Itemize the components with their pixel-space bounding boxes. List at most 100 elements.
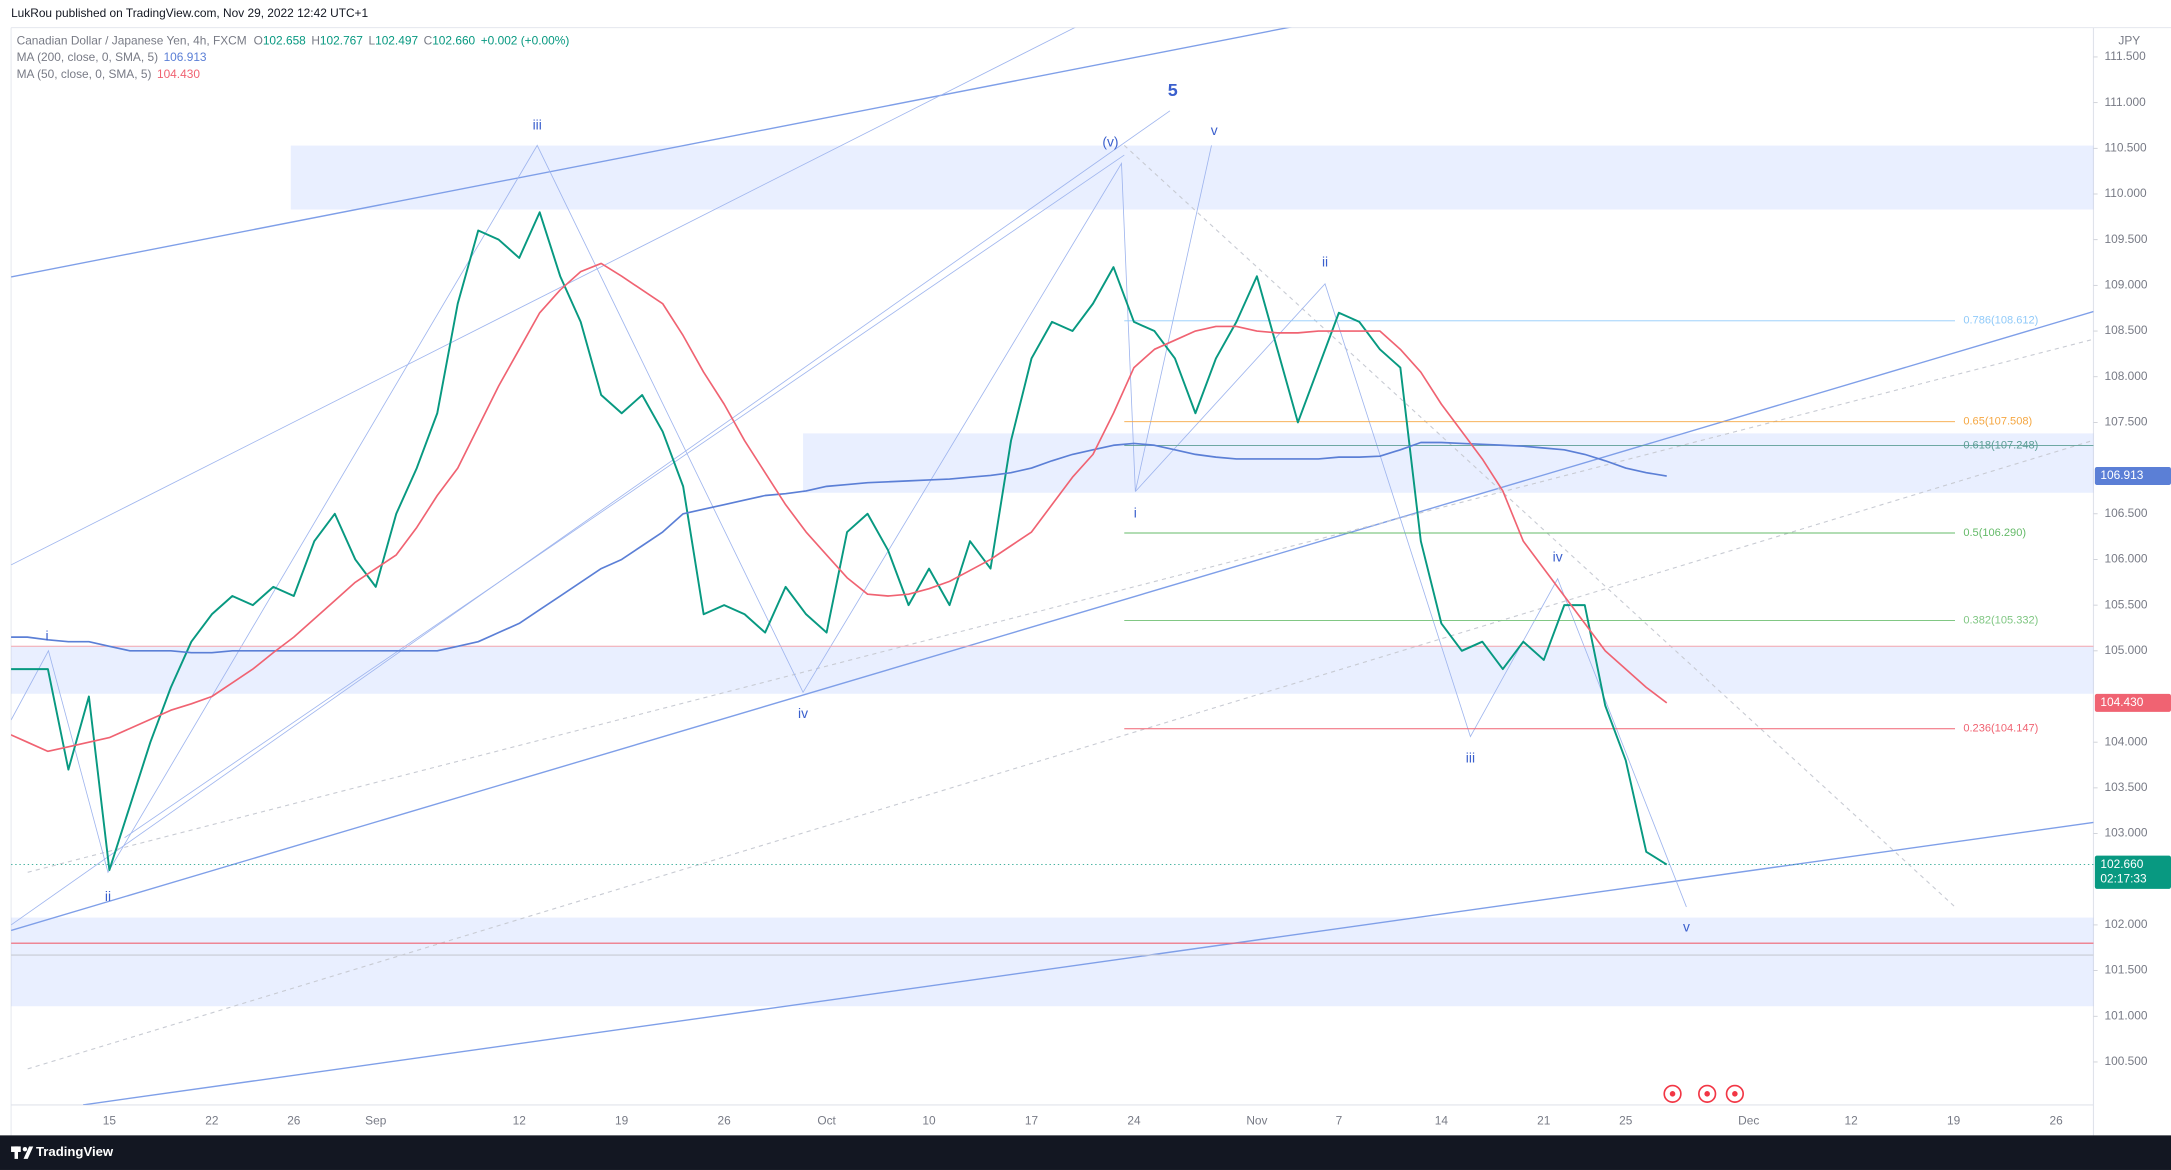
event-icon (1669, 1091, 1676, 1097)
price-tag-label: 104.430 (2100, 695, 2143, 709)
y-tick-label: 108.000 (2105, 369, 2148, 383)
wave-label: iv (1553, 549, 1563, 565)
ma-legend: MA (200, close, 0, SMA, 5) 106.913 (17, 50, 207, 64)
x-tick-label: 10 (922, 1114, 936, 1128)
support-zone (11, 646, 2094, 694)
x-tick-label: 26 (287, 1114, 301, 1128)
brand: TradingView (36, 1144, 114, 1159)
ohlc-key: H (311, 34, 320, 48)
wave-label: ii (1322, 254, 1328, 270)
axes: 100.500 101.000 101.500 102.000 103.000 103.5… (103, 49, 2171, 1128)
y-tick-label: 107.500 (2105, 415, 2148, 429)
y-tick-label: 103.500 (2105, 780, 2148, 794)
change: +0.002 (+0.00%) (481, 34, 570, 48)
x-tick-label: 14 (1435, 1114, 1449, 1128)
trend-line (11, 310, 2094, 932)
trend-line (11, 27, 1076, 566)
ohlc-value: 102.497 (375, 34, 418, 48)
wave-label: ii (105, 888, 111, 904)
x-tick-label: 24 (1127, 1114, 1141, 1128)
y-tick-label: 101.000 (2105, 1008, 2148, 1022)
ma-legend: MA (50, close, 0, SMA, 5) 104.430 (17, 67, 201, 81)
fib-label: 0.618(107.248) (1963, 439, 2038, 451)
y-tick-label: 110.000 (2105, 186, 2147, 200)
dashed-line (27, 439, 2094, 1070)
wave-label: 5 (1168, 80, 1178, 100)
price-tag-label: 102.660 (2100, 857, 2143, 871)
x-tick-label: 26 (718, 1114, 732, 1128)
y-tick-label: 101.500 (2105, 963, 2148, 977)
x-tick-label: 26 (2049, 1114, 2063, 1128)
event-icons (1663, 1084, 1744, 1103)
fib-label: 0.382(105.332) (1963, 614, 2038, 626)
logo-part (22, 1146, 28, 1152)
fib-label: 0.786(108.612) (1963, 315, 2038, 327)
ohlc-key: O (254, 34, 263, 48)
wave-labels: iii 5 (v) v i ii iv i ii iii iv v (46, 80, 1690, 934)
wave-label: v (1211, 122, 1218, 138)
ma-name: MA (50, close, 0, SMA, 5) (17, 67, 152, 81)
publisher: LukRou published on TradingView.com, Nov… (11, 6, 368, 20)
currency: JPY (2118, 34, 2140, 48)
header: Canadian Dollar / Japanese Yen, 4h, FXCM… (17, 34, 570, 81)
y-tick-label: 108.500 (2105, 323, 2148, 337)
price-tag (2094, 693, 2171, 712)
x-tick-label: Oct (817, 1114, 836, 1128)
ohlc-key: L (368, 34, 375, 48)
y-tick-label: 106.000 (2105, 552, 2148, 566)
trend-line (82, 821, 2094, 1105)
x-tick-label: Nov (1246, 1114, 1267, 1128)
price-tag (2094, 855, 2171, 889)
wave-label: iii (1466, 749, 1475, 765)
y-tick-label: 104.000 (2105, 734, 2148, 748)
ohlc-value: 102.658 (263, 34, 306, 48)
footer (0, 1135, 2171, 1170)
trend-line (11, 27, 1291, 278)
x-tick-label: Dec (1738, 1114, 1759, 1128)
y-tick-label: 103.000 (2105, 826, 2148, 840)
logo-part (23, 1146, 34, 1159)
ma-name: MA (200, close, 0, SMA, 5) (17, 50, 158, 64)
dashed-line (27, 338, 2094, 873)
y-tick-label: 109.500 (2105, 232, 2148, 246)
ma-line (11, 441, 1667, 654)
fib-label: 0.5(106.290) (1963, 527, 2026, 539)
brand-logo (11, 1146, 34, 1159)
countdown: 02:17:33 (2100, 871, 2147, 885)
x-tick-label: 22 (205, 1114, 219, 1128)
y-tick-label: 105.500 (2105, 597, 2148, 611)
levels: 0.786(108.612) 0.65(107.508) 0.618(107.248… (11, 315, 2094, 956)
symbol-line: Canadian Dollar / Japanese Yen, 4h, FXCM… (17, 34, 570, 48)
wave-label: (v) (1102, 133, 1118, 149)
wave-path (1135, 283, 1687, 908)
x-tick-label: 25 (1619, 1114, 1633, 1128)
fib-label: 0.65(107.508) (1963, 416, 2032, 428)
ohlc-value: 102.660 (432, 34, 475, 48)
price-line (11, 211, 1668, 872)
y-tick-label: 111.000 (2105, 95, 2147, 109)
ohlc-value: 102.767 (320, 34, 363, 48)
wave-label: v (1683, 918, 1690, 934)
fib-label: 0.236(104.147) (1963, 723, 2038, 735)
wave-path (11, 144, 1212, 874)
wave-label: iii (533, 117, 542, 133)
title: Canadian Dollar / Japanese Yen, 4h, FXCM (17, 34, 247, 48)
series (11, 211, 2094, 872)
x-tick-label: 17 (1025, 1114, 1039, 1128)
y-tick-label: 106.500 (2105, 506, 2148, 520)
event-icon (1732, 1091, 1738, 1097)
y-tick-label: 100.500 (2105, 1054, 2148, 1068)
wave-label: i (46, 628, 49, 644)
x-tick-label: 12 (513, 1114, 527, 1128)
wave-label: i (1134, 504, 1137, 520)
x-tick-label: 19 (1947, 1114, 1961, 1128)
x-tick-label: 15 (103, 1114, 117, 1128)
wave-label: iv (798, 705, 808, 721)
drawings (11, 27, 2094, 1105)
x-tick-label: 21 (1537, 1114, 1551, 1128)
price-tag (2094, 467, 2171, 486)
x-tick-label: 19 (615, 1114, 629, 1128)
x-tick-label: 12 (1845, 1114, 1859, 1128)
